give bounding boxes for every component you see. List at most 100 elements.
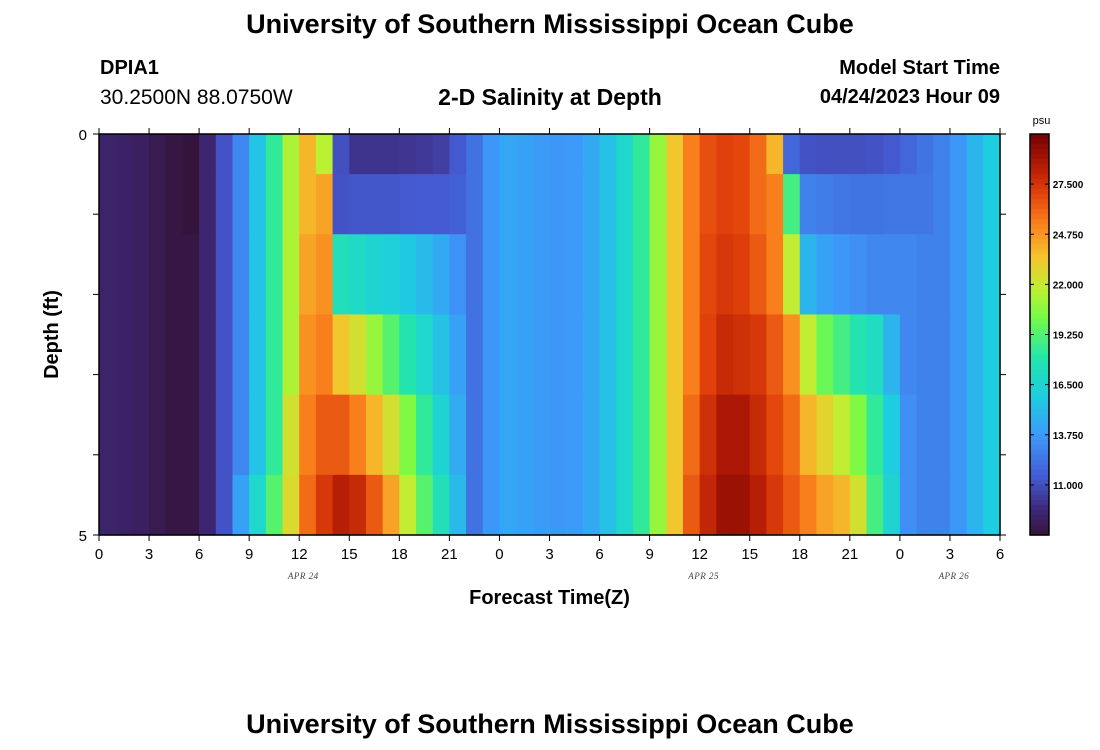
heatmap-cell (899, 314, 918, 396)
heatmap-cell (983, 474, 1001, 536)
heatmap-cell (566, 394, 584, 476)
heatmap-cell (783, 474, 801, 536)
heatmap-cell (966, 314, 984, 396)
heatmap-cell (749, 134, 768, 175)
heatmap-cell (682, 174, 701, 235)
heatmap-cell (749, 394, 768, 476)
heatmap-cell (983, 314, 1001, 396)
colorbar-tick-label: 13.750 (1053, 431, 1084, 442)
colorbar-segment (1030, 164, 1049, 170)
heatmap-cell (232, 474, 250, 536)
heatmap-cell (182, 314, 200, 396)
heatmap-cell (132, 394, 150, 476)
heatmap-cell (99, 134, 117, 175)
heatmap-cell (699, 234, 717, 316)
colorbar-segment (1030, 374, 1049, 381)
heatmap-cell (799, 174, 818, 235)
heatmap-cell (232, 394, 250, 476)
heatmap-cell (165, 394, 184, 476)
date-label: APR 26 (938, 571, 970, 581)
heatmap-cell (783, 394, 801, 476)
heatmap-cell (582, 314, 601, 396)
heatmap-cell (149, 394, 167, 476)
heatmap-cell (265, 134, 284, 175)
heatmap-cell (716, 314, 734, 396)
heatmap-cell (549, 234, 567, 316)
colorbar-segment (1030, 514, 1049, 521)
salinity-heatmap-chart: 0 3 6 9 12 15 18 21 0 3 6 9 12 15 18 21 0 3 6 APR 24 APR 25 A… (41, 115, 1084, 609)
colorbar-segment (1030, 214, 1049, 220)
x-tick-label: 3 (545, 546, 553, 563)
heatmap-cell (866, 174, 884, 235)
heatmap-cell (599, 174, 617, 235)
heatmap-cell (416, 394, 434, 476)
heatmap-cell (165, 474, 184, 536)
heatmap-cell (149, 174, 167, 235)
heatmap-cell (666, 474, 684, 536)
heatmap-cell (849, 394, 868, 476)
heatmap-cell (199, 234, 217, 316)
heatmap-cell (315, 394, 334, 476)
heatmap-cell (149, 134, 167, 175)
colorbar-segment (1030, 244, 1049, 250)
colorbar-segment (1030, 354, 1049, 361)
heatmap-cell (599, 134, 617, 175)
heatmap-cell (933, 314, 951, 396)
heatmap-cell (416, 474, 434, 536)
heatmap-cell (199, 474, 217, 536)
colorbar-segment (1030, 444, 1049, 451)
model-start-label: Model Start Time (839, 57, 1000, 79)
heatmap-cell (382, 474, 400, 536)
heatmap-cell (649, 174, 667, 235)
heatmap-cell (499, 314, 517, 396)
heatmap-cell (382, 234, 400, 316)
heatmap-cell (916, 394, 934, 476)
heatmap-cell (299, 474, 317, 536)
heatmap-cell (783, 314, 801, 396)
heatmap-cell (416, 174, 434, 235)
heatmap-cell (733, 314, 751, 396)
heatmap-cell (532, 314, 551, 396)
heatmap-cell (699, 174, 717, 235)
heatmap-cell (833, 234, 851, 316)
heatmap-cell (833, 174, 851, 235)
heatmap-cell (699, 314, 717, 396)
heatmap-cell (849, 134, 868, 175)
heatmap-cells (99, 134, 1001, 536)
heatmap-cell (282, 134, 300, 175)
heatmap-cell (432, 394, 450, 476)
heatmap-cell (849, 474, 868, 536)
heatmap-cell (632, 174, 651, 235)
heatmap-cell (299, 134, 317, 175)
heatmap-cell (149, 474, 167, 536)
heatmap-cell (115, 474, 133, 536)
colorbar-segment (1030, 379, 1049, 386)
colorbar-segment (1030, 494, 1049, 501)
heatmap-cell (516, 474, 534, 536)
heatmap-cell (466, 314, 484, 396)
heatmap-cell (315, 314, 334, 396)
colorbar-segment (1030, 224, 1049, 230)
heatmap-cell (399, 314, 417, 396)
x-tick-label: 6 (195, 546, 203, 563)
colorbar-segment (1030, 144, 1049, 150)
heatmap-cell (899, 394, 918, 476)
colorbar-segment (1030, 389, 1049, 396)
heatmap-cell (582, 134, 601, 175)
footer-title: University of Southern Mississippi Ocean… (246, 709, 854, 739)
heatmap-cell (315, 174, 334, 235)
heatmap-cell (966, 134, 984, 175)
colorbar-segment (1030, 324, 1049, 331)
heatmap-cell (599, 314, 617, 396)
heatmap-cell (666, 134, 684, 175)
heatmap-cell (766, 474, 784, 536)
heatmap-cell (399, 174, 417, 235)
colorbar-segment (1030, 284, 1049, 290)
heatmap-cell (883, 174, 901, 235)
heatmap-cell (449, 174, 467, 235)
colorbar-tick-label: 16.500 (1053, 381, 1084, 392)
colorbar-segment (1030, 424, 1049, 431)
colorbar: psu 11.000 13.750 16.500 19.250 22.000 24.750… (1029, 115, 1084, 536)
heatmap-cell (933, 234, 951, 316)
colorbar-segment (1030, 369, 1049, 376)
